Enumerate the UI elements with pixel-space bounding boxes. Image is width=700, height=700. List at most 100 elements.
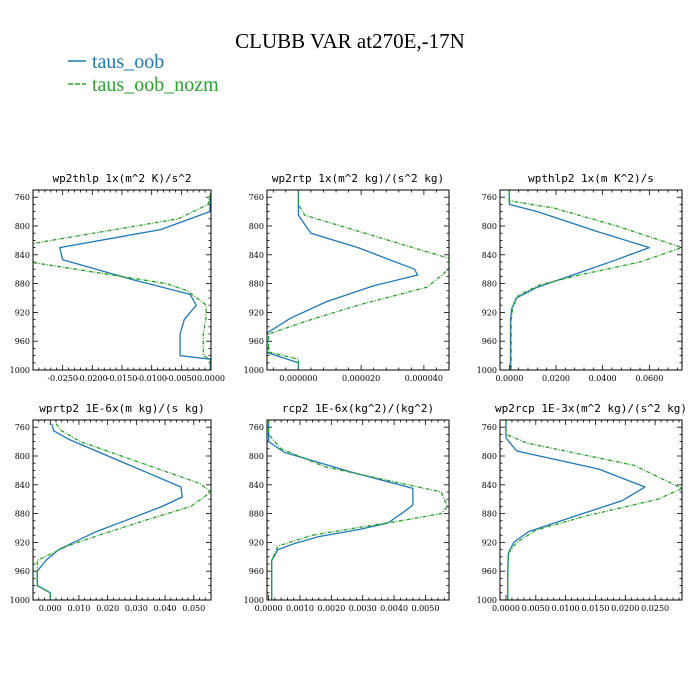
panel-title: wpthlp2 1x(m K^2)/s bbox=[528, 172, 654, 185]
x-tick-label: 0.0000 bbox=[255, 604, 283, 613]
x-tick-label: 0.000 bbox=[39, 604, 62, 613]
y-tick-label: 920 bbox=[249, 308, 264, 317]
x-tick-label: -0.0150 bbox=[107, 374, 138, 383]
series-group bbox=[36, 423, 211, 600]
y-tick-label: 920 bbox=[15, 308, 30, 317]
y-tick-label: 880 bbox=[482, 280, 497, 289]
figure-title: CLUBB VAR at270E,-17N bbox=[235, 29, 465, 53]
y-tick-label: 760 bbox=[482, 193, 497, 202]
series-line-taus-oob bbox=[267, 190, 419, 370]
y-tick-label: 960 bbox=[15, 567, 30, 576]
y-tick-label: 1000 bbox=[10, 366, 30, 375]
x-tick-label: 0.0040 bbox=[380, 604, 408, 613]
series-group bbox=[267, 420, 449, 600]
x-tick-label: 0.0600 bbox=[635, 374, 663, 383]
plot-frame bbox=[32, 189, 212, 371]
y-tick-label: 920 bbox=[249, 538, 264, 547]
y-tick-label: 960 bbox=[249, 567, 264, 576]
series-line-taus-oob-nozm bbox=[267, 190, 449, 370]
x-tick-label: 0.050 bbox=[182, 604, 205, 613]
x-tick-label: 0.000040 bbox=[405, 374, 443, 383]
x-tick-label: 0.030 bbox=[125, 604, 148, 613]
x-tick-label: 0.0000 bbox=[492, 604, 520, 613]
y-tick-label: 800 bbox=[249, 452, 264, 461]
y-tick-label: 920 bbox=[482, 538, 497, 547]
panel-title: wp2thlp 1x(m^2 K)/s^2 bbox=[52, 172, 191, 185]
y-tick-label: 800 bbox=[482, 452, 497, 461]
series-line-taus-oob bbox=[508, 190, 650, 370]
x-tick-label: 0.0250 bbox=[641, 604, 669, 613]
x-tick-label: -0.0200 bbox=[77, 374, 108, 383]
y-tick-label: 760 bbox=[249, 193, 264, 202]
y-tick-label: 960 bbox=[15, 337, 30, 346]
series-line-taus-oob-nozm bbox=[33, 193, 211, 370]
y-tick-label: 920 bbox=[15, 538, 30, 547]
plot-frame bbox=[266, 419, 450, 601]
y-tick-label: 840 bbox=[249, 481, 264, 490]
legend-item-taus-oob: taus_oob bbox=[68, 51, 164, 73]
panel-1: wp2rtp 1x(m^2 kg)/(s^2 kg) 760 800 840 880 92… bbox=[244, 172, 450, 383]
series-group bbox=[267, 190, 449, 370]
x-tick-label: 0.0030 bbox=[349, 604, 377, 613]
panel-title: wp2rtp 1x(m^2 kg)/(s^2 kg) bbox=[272, 172, 444, 185]
x-tick-label: 0.0000 bbox=[197, 374, 225, 383]
y-tick-label: 800 bbox=[15, 222, 30, 231]
plot-frame bbox=[266, 189, 450, 371]
x-tick-label: 0.0100 bbox=[552, 604, 580, 613]
series-line-taus-oob bbox=[505, 420, 646, 600]
y-tick-label: 800 bbox=[249, 222, 264, 231]
x-tick-label: 0.0020 bbox=[317, 604, 345, 613]
y-tick-label: 1000 bbox=[477, 366, 497, 375]
series-line-taus-oob-nozm bbox=[267, 420, 449, 600]
series-line-taus-oob-nozm bbox=[36, 423, 211, 600]
y-tick-label: 800 bbox=[482, 222, 497, 231]
y-tick-label: 960 bbox=[482, 337, 497, 346]
y-tick-label: 880 bbox=[482, 510, 497, 519]
y-tick-label: 800 bbox=[15, 452, 30, 461]
plot-frame bbox=[499, 419, 683, 601]
panel-3: wprtp2 1E-6x(m kg)/(s kg) 760 800 840 880 920… bbox=[10, 402, 212, 613]
legend-label-taus-oob: taus_oob bbox=[92, 51, 164, 73]
y-tick-label: 760 bbox=[249, 423, 264, 432]
x-tick-label: 0.0010 bbox=[286, 604, 314, 613]
panel-grid: wp2thlp 1x(m^2 K)/s^2 760 800 840 880 920 960 1… bbox=[10, 172, 687, 613]
y-tick-label: 880 bbox=[249, 510, 264, 519]
x-tick-label: 0.020 bbox=[96, 604, 119, 613]
y-tick-label: 960 bbox=[249, 337, 264, 346]
x-tick-label: -0.0100 bbox=[136, 374, 167, 383]
series-group bbox=[505, 420, 682, 600]
series-line-taus-oob-nozm bbox=[508, 190, 682, 370]
legend-label-taus-oob-nozm: taus_oob_nozm bbox=[92, 74, 219, 96]
panel-0: wp2thlp 1x(m^2 K)/s^2 760 800 840 880 920 960 1… bbox=[10, 172, 225, 383]
x-tick-label: -0.0250 bbox=[47, 374, 78, 383]
y-tick-label: 840 bbox=[15, 251, 30, 260]
plot-frame bbox=[32, 419, 212, 601]
y-tick-label: 920 bbox=[482, 308, 497, 317]
y-tick-label: 1000 bbox=[244, 366, 264, 375]
x-tick-label: 0.0200 bbox=[611, 604, 639, 613]
y-tick-label: 880 bbox=[15, 280, 30, 289]
x-tick-label: -0.0050 bbox=[166, 374, 197, 383]
y-tick-label: 760 bbox=[15, 423, 30, 432]
y-tick-label: 840 bbox=[15, 481, 30, 490]
panel-5: wp2rcp 1E-3x(m^2 kg)/(s^2 kg) 760 800 840 88… bbox=[477, 402, 687, 613]
panel-title: rcp2 1E-6x(kg^2)/(kg^2) bbox=[282, 402, 434, 415]
series-group bbox=[33, 193, 211, 370]
y-tick-label: 760 bbox=[15, 193, 30, 202]
x-tick-label: 0.010 bbox=[67, 604, 90, 613]
y-tick-label: 880 bbox=[249, 280, 264, 289]
panel-4: rcp2 1E-6x(kg^2)/(kg^2) 760 800 840 880 920 96… bbox=[244, 402, 450, 613]
x-tick-label: 0.000020 bbox=[342, 374, 380, 383]
x-tick-label: 0.0050 bbox=[522, 604, 550, 613]
legend: taus_oob taus_oob_nozm bbox=[68, 51, 219, 96]
x-tick-label: 0.000000 bbox=[279, 374, 317, 383]
y-tick-label: 840 bbox=[249, 251, 264, 260]
y-tick-label: 840 bbox=[482, 251, 497, 260]
y-tick-label: 880 bbox=[15, 510, 30, 519]
y-tick-label: 760 bbox=[482, 423, 497, 432]
series-line-taus-oob bbox=[59, 193, 211, 370]
x-tick-label: 0.040 bbox=[154, 604, 177, 613]
series-line-taus-oob-nozm bbox=[505, 420, 682, 600]
legend-item-taus-oob-nozm: taus_oob_nozm bbox=[68, 74, 219, 96]
